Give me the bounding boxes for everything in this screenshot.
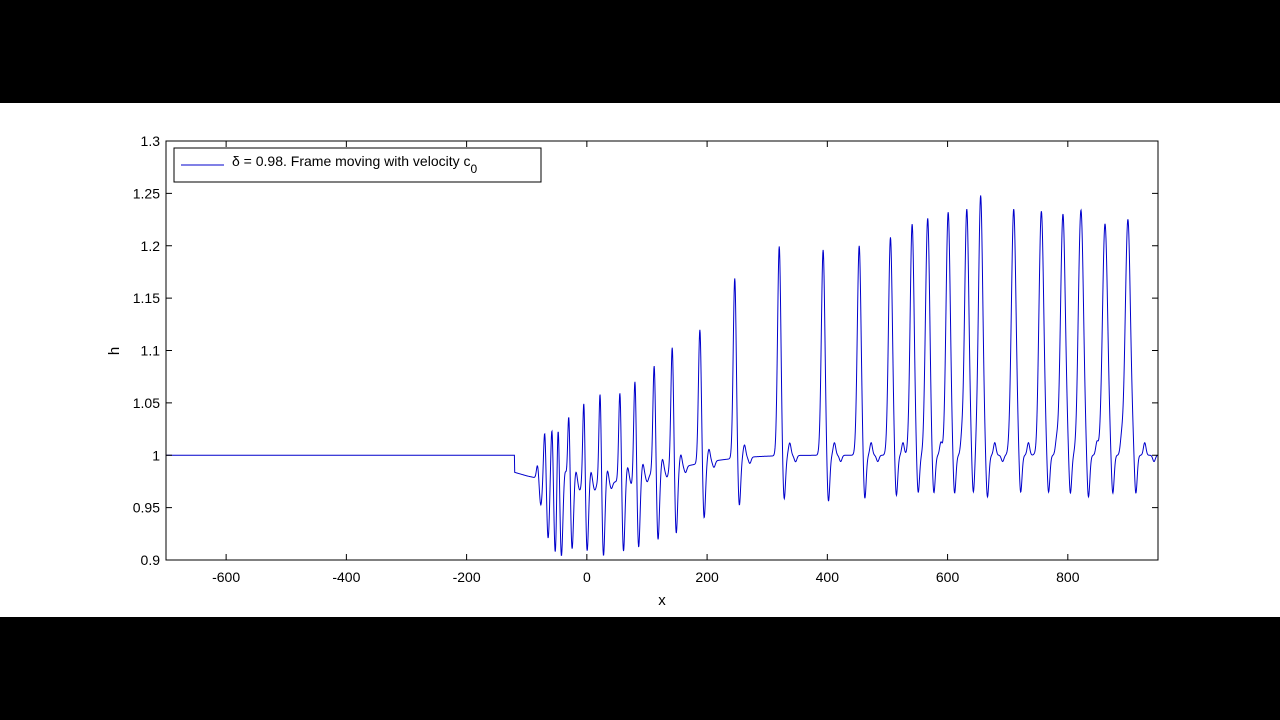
- legend-entry-label: δ = 0.98. Frame moving with velocity c: [232, 153, 471, 169]
- x-tick-label: 800: [1056, 569, 1080, 585]
- legend: δ = 0.98. Frame moving with velocity c0: [173, 147, 542, 183]
- x-tick-label: 200: [695, 569, 719, 585]
- x-axis-label: x: [658, 592, 666, 609]
- x-axis: -600 -400 -200 0 200 400 600 800: [212, 141, 1080, 585]
- plot-area: [166, 141, 1158, 560]
- x-tick-label: 0: [583, 569, 591, 585]
- y-tick-label: 1.1: [141, 343, 161, 359]
- y-tick-label: 1: [152, 447, 160, 463]
- x-tick-label: 600: [936, 569, 960, 585]
- y-tick-label: 1.05: [133, 395, 160, 411]
- y-tick-label: 1.3: [141, 133, 161, 149]
- x-tick-label: -400: [332, 569, 360, 585]
- legend-entry-subscript: 0: [471, 162, 478, 176]
- legend-entry: δ = 0.98. Frame moving with velocity c0: [232, 153, 478, 176]
- y-tick-label: 1.25: [133, 185, 160, 201]
- x-tick-label: -200: [453, 569, 481, 585]
- y-axis-label: h: [106, 347, 123, 355]
- y-tick-label: 0.9: [141, 552, 161, 568]
- y-tick-label: 1.2: [141, 238, 161, 254]
- x-tick-label: 400: [816, 569, 840, 585]
- y-tick-label: 1.15: [133, 290, 160, 306]
- series-line: [166, 195, 1159, 556]
- series-layer: [166, 195, 1159, 556]
- legend-box: [173, 147, 542, 183]
- y-tick-label: 0.95: [133, 500, 160, 516]
- x-tick-label: -600: [212, 569, 240, 585]
- y-axis: 0.9 0.95 1 1.05 1.1 1.15 1.2 1.25 1.3: [133, 133, 1158, 568]
